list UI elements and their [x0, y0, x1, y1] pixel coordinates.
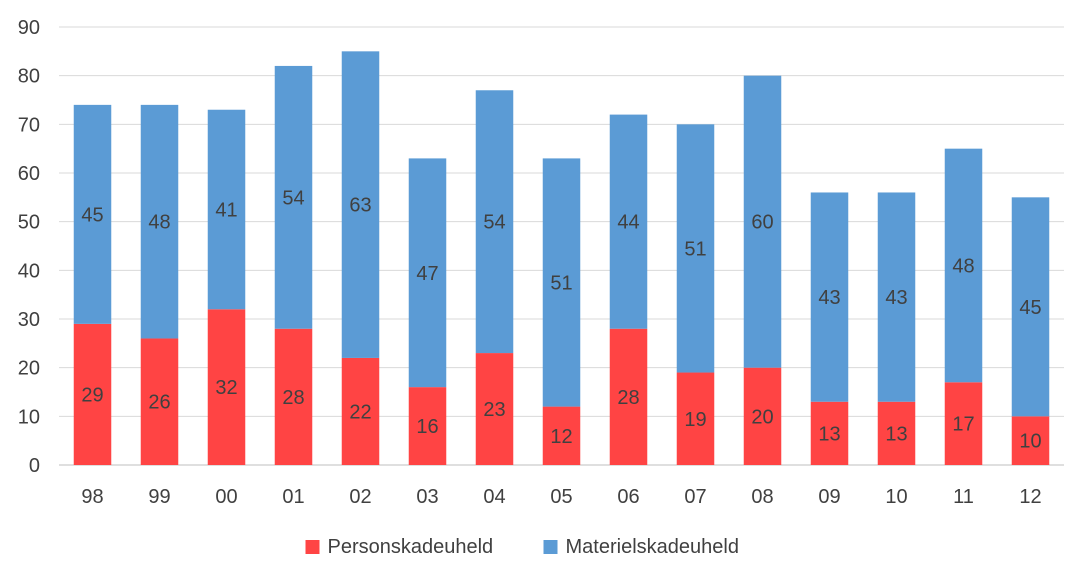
x-tick-label-04: 04 — [483, 486, 505, 508]
bar-materielskade-04 — [475, 90, 514, 354]
data-label-personskade-12: 10 — [1019, 431, 1041, 453]
bar-materielskade-11 — [944, 148, 983, 383]
bar-materielskade-12 — [1011, 197, 1050, 417]
legend-swatch-materielskade — [543, 540, 558, 554]
bar-personskade-00 — [207, 309, 246, 465]
x-tick-label-11: 11 — [953, 486, 974, 508]
legend-label-materielskade: Materielskadeuheld — [566, 536, 739, 558]
y-tick-label-10: 10 — [18, 406, 40, 428]
bar-materielskade-05 — [542, 158, 581, 407]
bar-materielskade-03 — [408, 158, 447, 388]
bar-materielskade-07 — [676, 124, 715, 373]
x-tick-label-99: 99 — [148, 486, 170, 508]
bar-personskade-06 — [609, 328, 648, 465]
data-label-personskade-98: 29 — [81, 384, 103, 406]
bar-materielskade-98 — [73, 104, 112, 324]
data-label-personskade-05: 12 — [550, 426, 572, 448]
legend-label-personskade: Personskadeuheld — [328, 536, 494, 558]
bar-personskade-09 — [810, 401, 849, 465]
y-tick-label-50: 50 — [18, 212, 40, 234]
bar-personskade-04 — [475, 353, 514, 465]
data-label-materielskade-11: 48 — [952, 255, 974, 277]
x-axis: 98 99 00 01 02 03 04 05 06 07 08 09 10 11 12 — [81, 486, 1041, 508]
bar-materielskade-09 — [810, 192, 849, 402]
y-axis: 0 10 20 30 40 50 60 70 80 90 — [18, 17, 40, 477]
data-label-materielskade-99: 48 — [148, 212, 170, 234]
data-label-personskade-04: 23 — [483, 399, 505, 421]
y-tick-label-0: 0 — [29, 455, 40, 477]
x-tick-label-98: 98 — [81, 486, 103, 508]
bar-materielskade-06 — [609, 114, 648, 329]
bar-personskade-10 — [877, 401, 916, 465]
x-tick-label-05: 05 — [550, 486, 572, 508]
data-label-materielskade-03: 47 — [416, 263, 438, 285]
x-tick-label-01: 01 — [282, 486, 304, 508]
data-label-personskade-02: 22 — [349, 401, 371, 423]
data-label-materielskade-07: 51 — [684, 238, 706, 260]
bar-materielskade-08 — [743, 75, 782, 368]
bar-materielskade-01 — [274, 65, 313, 329]
data-label-personskade-09: 13 — [818, 423, 840, 445]
x-tick-label-12: 12 — [1019, 486, 1041, 508]
legend-swatch-personskade — [305, 540, 320, 554]
data-label-materielskade-12: 45 — [1019, 297, 1041, 319]
x-tick-label-07: 07 — [684, 486, 706, 508]
y-tick-label-70: 70 — [18, 114, 40, 136]
y-tick-label-90: 90 — [18, 17, 40, 39]
bar-personskade-07 — [676, 372, 715, 465]
y-tick-label-60: 60 — [18, 163, 40, 185]
x-tick-label-03: 03 — [416, 486, 438, 508]
bars: 29 45 26 48 32 41 28 54 22 63 16 47 23 54 12 51 28 44 19 51… — [73, 51, 1050, 465]
bar-materielskade-10 — [877, 192, 916, 402]
bar-personskade-08 — [743, 367, 782, 465]
data-label-materielskade-08: 60 — [751, 212, 773, 234]
data-label-personskade-00: 32 — [215, 377, 237, 399]
data-label-materielskade-05: 51 — [550, 273, 572, 295]
data-label-personskade-10: 13 — [885, 423, 907, 445]
x-tick-label-02: 02 — [349, 486, 371, 508]
bar-personskade-02 — [341, 357, 380, 465]
bar-personskade-03 — [408, 387, 447, 465]
bar-personskade-05 — [542, 406, 581, 465]
data-label-materielskade-00: 41 — [215, 200, 237, 222]
bar-materielskade-99 — [140, 104, 179, 339]
x-tick-label-08: 08 — [751, 486, 773, 508]
data-label-materielskade-09: 43 — [818, 287, 840, 309]
bar-personskade-98 — [73, 323, 112, 465]
data-label-personskade-03: 16 — [416, 416, 438, 438]
bar-personskade-12 — [1011, 416, 1050, 465]
data-label-personskade-08: 20 — [751, 406, 773, 428]
y-tick-label-80: 80 — [18, 66, 40, 88]
data-label-personskade-07: 19 — [684, 409, 706, 431]
x-tick-label-10: 10 — [885, 486, 907, 508]
data-label-materielskade-98: 45 — [81, 204, 103, 226]
data-label-materielskade-01: 54 — [282, 187, 304, 209]
bar-materielskade-00 — [207, 109, 246, 310]
y-tick-label-40: 40 — [18, 260, 40, 282]
data-label-materielskade-02: 63 — [349, 195, 371, 217]
data-label-personskade-01: 28 — [282, 387, 304, 409]
x-tick-label-09: 09 — [818, 486, 840, 508]
bar-personskade-01 — [274, 328, 313, 465]
bar-materielskade-02 — [341, 51, 380, 358]
data-label-materielskade-06: 44 — [617, 212, 639, 234]
y-tick-label-20: 20 — [18, 358, 40, 380]
data-label-materielskade-04: 54 — [483, 212, 505, 234]
data-label-personskade-99: 26 — [148, 392, 170, 414]
bar-personskade-99 — [140, 338, 179, 465]
data-label-personskade-06: 28 — [617, 387, 639, 409]
y-tick-label-30: 30 — [18, 309, 40, 331]
data-label-personskade-11: 17 — [952, 414, 974, 436]
legend: Personskadeuheld Materielskadeuheld — [305, 536, 739, 558]
x-tick-label-00: 00 — [215, 486, 237, 508]
x-tick-label-06: 06 — [617, 486, 639, 508]
data-label-materielskade-10: 43 — [885, 287, 907, 309]
bar-personskade-11 — [944, 382, 983, 465]
